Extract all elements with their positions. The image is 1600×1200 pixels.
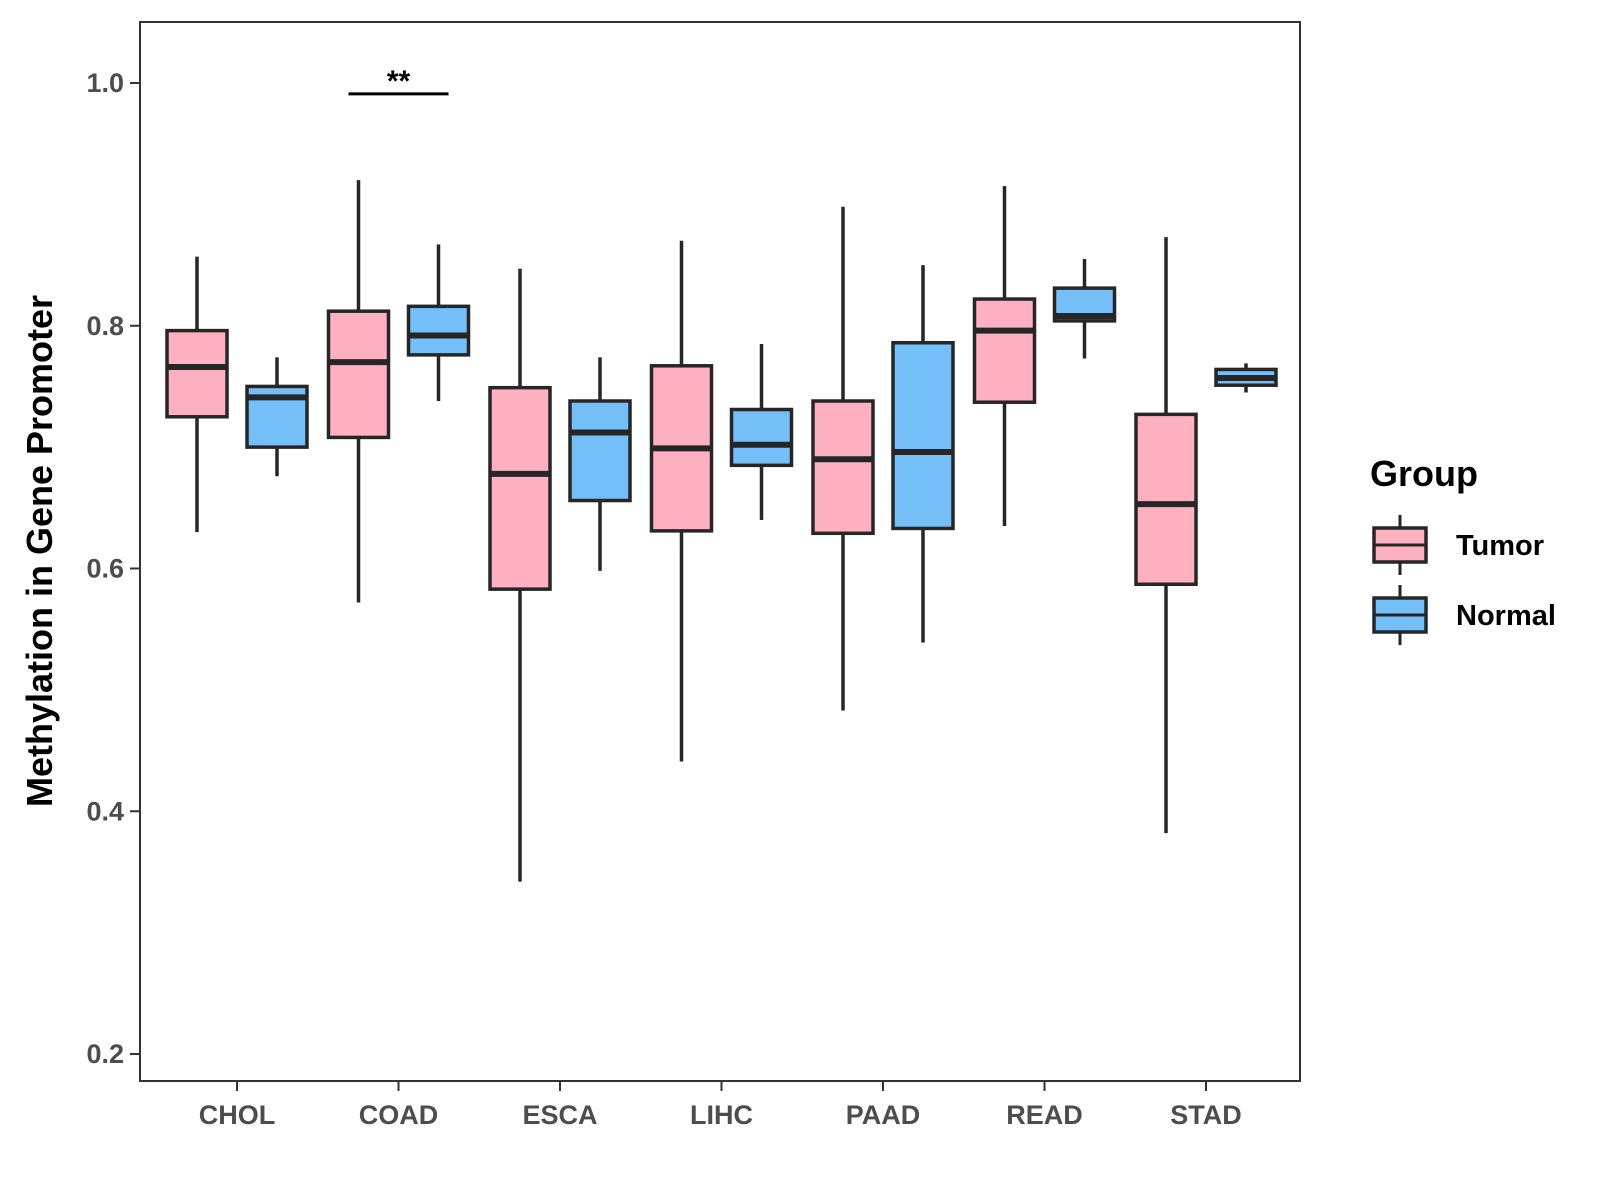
box-normal-read: [1052, 258, 1117, 359]
x-tick-label: COAD: [359, 1100, 439, 1130]
x-axis: CHOL COAD ESCA LIHC PAAD READ STAD: [199, 1081, 1242, 1130]
box-body: [406, 304, 471, 357]
box-normal-coad: [406, 244, 471, 402]
y-tick-label: 0.4: [86, 796, 124, 826]
plot-panel: [139, 21, 1301, 1082]
legend: Group Tumor Normal: [1370, 453, 1556, 645]
box-tumor-esca: [488, 268, 552, 882]
box-tumor-read: [972, 186, 1037, 527]
box-body: [972, 297, 1037, 404]
y-axis-title: Methylation in Gene Promoter: [19, 295, 60, 807]
legend-entry-normal: Normal: [1372, 585, 1556, 645]
significance-label: **: [387, 65, 411, 98]
y-axis: 0.2 0.4 0.6 0.8 1.0: [86, 68, 140, 1069]
box-tumor-chol: [165, 256, 229, 533]
legend-title: Group: [1370, 453, 1478, 494]
legend-entry-tumor: Tumor: [1372, 515, 1544, 575]
box-body: [326, 309, 391, 440]
y-tick-label: 0.6: [86, 554, 124, 584]
box-body: [1134, 412, 1198, 587]
legend-label: Tumor: [1456, 530, 1544, 562]
box-tumor-lihc: [649, 240, 714, 762]
x-tick-label: PAAD: [846, 1100, 921, 1130]
box-body: [488, 385, 552, 591]
box-body: [568, 399, 632, 503]
box-normal-chol: [245, 357, 309, 477]
x-tick-label: CHOL: [199, 1100, 276, 1130]
box-normal-stad: [1214, 363, 1278, 393]
legend-label: Normal: [1456, 600, 1556, 632]
box-body: [811, 399, 875, 536]
y-tick-label: 0.2: [86, 1039, 124, 1069]
box-normal-esca: [568, 357, 632, 571]
x-tick-label: LIHC: [690, 1100, 753, 1130]
x-tick-label: READ: [1006, 1100, 1083, 1130]
box-body: [165, 328, 229, 419]
y-tick-label: 0.8: [86, 311, 124, 341]
box-body: [891, 340, 955, 531]
x-tick-label: STAD: [1170, 1100, 1242, 1130]
box-normal-paad: [891, 265, 955, 643]
box-body: [729, 407, 794, 468]
annotation-layer: **: [348, 65, 449, 98]
box-tumor-paad: [811, 206, 875, 711]
box-layer: [165, 180, 1278, 882]
box-normal-lihc: [729, 343, 794, 520]
box-tumor-stad: [1134, 237, 1198, 834]
y-tick-label: 1.0: [86, 68, 124, 98]
box-tumor-coad: [326, 180, 391, 603]
x-tick-label: ESCA: [522, 1100, 597, 1130]
